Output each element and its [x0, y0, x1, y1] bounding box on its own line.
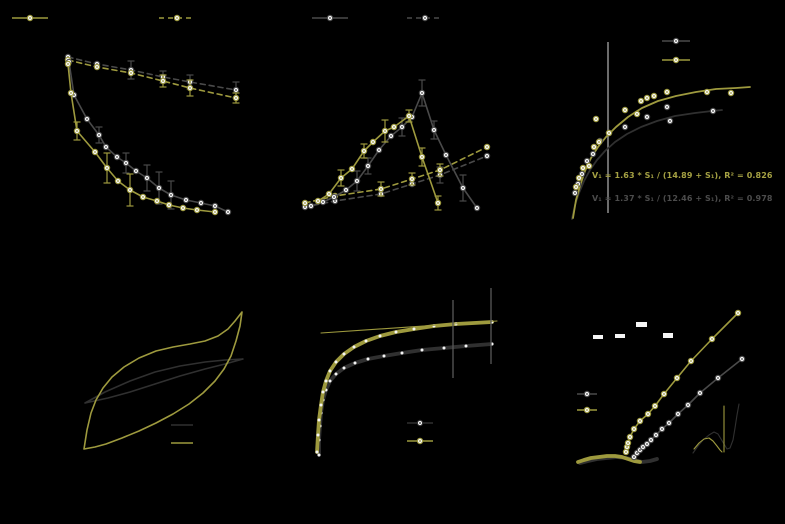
legend-entry — [577, 406, 597, 414]
panel-top-middle-olive-solid-peak — [314, 109, 442, 211]
legend-entry — [577, 390, 597, 398]
legend-entry — [407, 14, 443, 22]
panel-bottom-right — [576, 309, 746, 465]
panel-top-left-gray-dashed-slow-decay — [64, 53, 240, 99]
panel-top-left — [64, 53, 240, 216]
panel-top-middle — [301, 79, 491, 212]
legend-entry — [407, 419, 433, 427]
panel-top-right-legend — [662, 37, 690, 64]
white-dash-mark — [636, 322, 647, 327]
panel-top-middle-gray-solid-peak — [307, 79, 481, 212]
legend-entry — [159, 14, 195, 22]
fit-equation-olive: V₁ = 1.63 * S₁ / (14.89 + S₁), R² = 0.82… — [592, 171, 773, 180]
panel-bottom-right-inset-gray-curve — [692, 403, 740, 454]
panel-bottom-right-olive-polarization — [622, 309, 742, 456]
panel-top-left-olive-dashed-slow-decay — [64, 56, 240, 104]
panel-top-right-gray-scatter — [571, 103, 717, 197]
panel-bottom-left-gray-cv-loop — [84, 358, 244, 404]
panel-bottom-middle-olive-tangent-line — [320, 320, 498, 334]
legend-entry — [662, 37, 690, 45]
panel-bottom-right-gray-polarization — [630, 355, 746, 461]
white-dash-mark — [663, 333, 673, 338]
panel-bottom-right-olive-power-band — [576, 454, 642, 464]
panel-bottom-middle-gray-thick-curve — [317, 342, 494, 457]
panel-bottom-middle-legend — [407, 419, 433, 445]
figure-legend — [12, 14, 443, 22]
panel-top-right — [571, 37, 751, 220]
panel-bottom-left-legend — [171, 424, 193, 444]
legend-entry — [407, 437, 433, 445]
legend-entry — [662, 56, 690, 64]
panel-bottom-right-legend — [577, 390, 597, 414]
panel-bottom-right-inset-olive-curve — [693, 437, 723, 453]
legend-entry — [12, 14, 48, 22]
panel-top-middle-olive-dashed-rising — [301, 143, 491, 207]
panel-bottom-left-olive-cv-loop — [83, 311, 243, 450]
white-dash-mark — [615, 334, 625, 338]
panel-top-left-olive-solid-fast-decay — [64, 60, 219, 216]
legend-entry — [312, 14, 348, 22]
panel-top-right-gray-fit-curve — [571, 109, 723, 220]
fit-equation-gray: V₁ = 1.37 * S₁ / (12.46 + S₁), R² = 0.97… — [592, 194, 773, 203]
panel-bottom-left — [83, 311, 244, 450]
panel-top-right-olive-scatter — [572, 88, 735, 191]
panel-top-left-gray-solid-fast-decay — [65, 58, 232, 216]
panel-bottom-middle — [315, 288, 498, 457]
white-dash-mark — [593, 335, 603, 339]
panel-bottom-middle-olive-thick-curve — [315, 320, 494, 454]
